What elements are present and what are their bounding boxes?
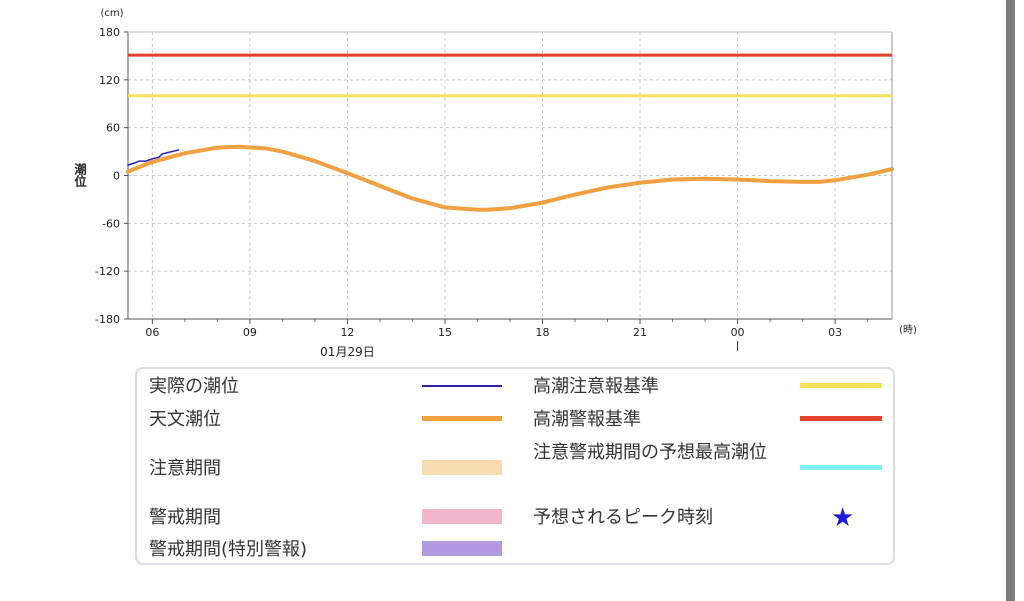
- x-tick-label: 21: [633, 326, 647, 339]
- legend-label-actual: 実際の潮位: [149, 376, 239, 397]
- y-tick-label: -180: [95, 313, 120, 326]
- legend-swatch-astro: [422, 416, 502, 421]
- legend-box: 実際の潮位 天文潮位 注意期間 警戒期間 警戒期間(特別警報) 高潮注意報基準 …: [135, 367, 895, 565]
- x-tick-label: 09: [243, 326, 257, 339]
- legend-swatch-predicted-max: [800, 465, 882, 470]
- legend-swatch-warning-period: [422, 509, 502, 524]
- x-tick-label: 06: [145, 326, 159, 339]
- x-unit-label: (時): [899, 324, 917, 336]
- axis-labels: 180 120 60 0 -60 -120 -180 06 09 12 15 18 21 00 03 (cm)…: [73, 8, 917, 359]
- y-tick-label: 0: [113, 170, 120, 183]
- legend-label-caution-period: 注意期間: [149, 458, 221, 479]
- legend-label-warning-period: 警戒期間: [149, 507, 221, 528]
- x-tick-label: 03: [828, 326, 842, 339]
- y-tick-label: -120: [95, 265, 120, 278]
- date-label: 01月29日: [320, 345, 375, 359]
- y-axis-title: 潮位: [73, 162, 87, 188]
- x-tick-label: 00: [731, 326, 745, 339]
- series-layer: [126, 53, 894, 212]
- legend-swatch-advisory-std: [800, 383, 882, 388]
- y-tick-label: 60: [106, 122, 120, 135]
- x-tick-label: 18: [536, 326, 550, 339]
- axes: [124, 31, 893, 351]
- x-tick-label: 15: [438, 326, 452, 339]
- y-tick-label: 180: [99, 26, 120, 39]
- legend-swatch-caution-period: [422, 460, 502, 475]
- legend-label-astro: 天文潮位: [149, 409, 221, 430]
- peak-star-icon: ★: [831, 503, 855, 533]
- y-tick-label: -60: [102, 217, 120, 230]
- series-line-actual: [127, 149, 180, 166]
- legend-label-warning-std: 高潮警報基準: [533, 409, 641, 430]
- legend-swatch-special-warning-period: [422, 541, 502, 556]
- legend-swatch-warning-std: [800, 416, 882, 421]
- legend-swatch-actual: [422, 385, 502, 387]
- series-line-astro: [126, 144, 894, 212]
- tide-chart: 180 120 60 0 -60 -120 -180 06 09 12 15 18 21 00 03 (cm)…: [73, 8, 917, 359]
- legend-label-advisory-std: 高潮注意報基準: [533, 376, 659, 397]
- scrollbar[interactable]: [1006, 0, 1015, 601]
- legend-label-peak-time: 予想されるピーク時刻: [533, 507, 713, 528]
- x-tick-label: 12: [340, 326, 354, 339]
- grid-lines: [128, 32, 892, 319]
- y-unit-label: (cm): [100, 8, 123, 19]
- y-tick-label: 120: [99, 74, 120, 87]
- legend-label-predicted-max: 注意警戒期間の予想最高潮位: [533, 442, 767, 463]
- legend-label-special-warning-period: 警戒期間(特別警報): [149, 539, 308, 560]
